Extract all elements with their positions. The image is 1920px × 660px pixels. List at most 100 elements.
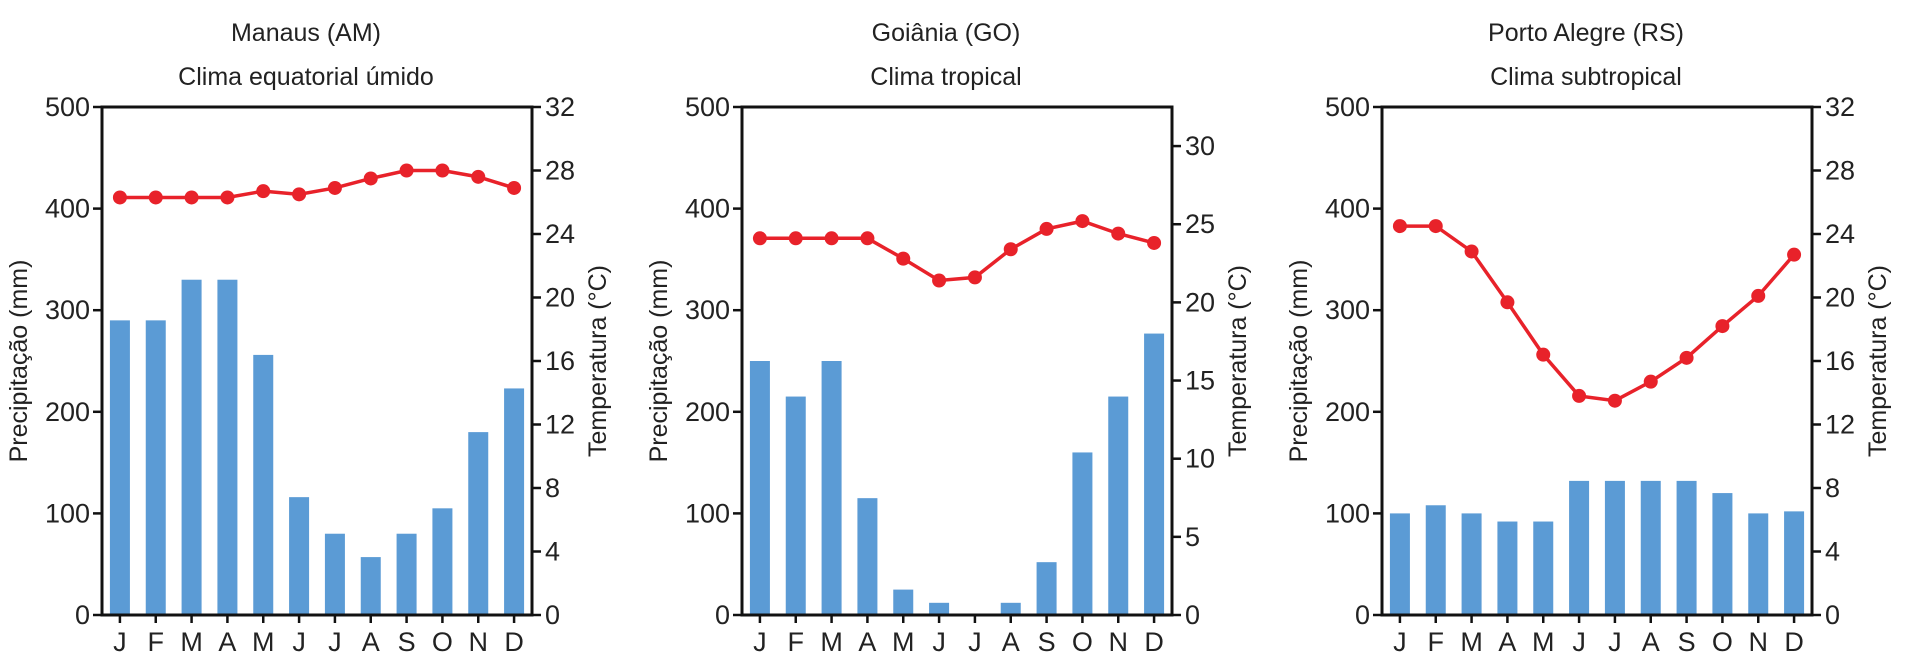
y-tick-label-left: 300: [685, 295, 730, 325]
precipitation-bar: [1425, 505, 1446, 615]
temperature-point: [220, 190, 235, 205]
y-tick-label-right: 4: [545, 537, 560, 567]
y-axis-label-left: Precipitação (mm): [1285, 260, 1313, 463]
precipitation-bar: [1569, 480, 1590, 615]
x-tick-label: A: [1498, 627, 1516, 657]
temperature-line: [759, 219, 1155, 283]
y-tick-label-right: 20: [545, 283, 575, 313]
y-tick-label-right: 8: [545, 473, 560, 503]
precipitation-bar: [109, 320, 130, 615]
y-tick-label-right: 30: [1185, 131, 1215, 161]
precipitation-bar: [1712, 493, 1733, 615]
temperature-point: [148, 190, 163, 205]
temperature-point: [824, 231, 839, 246]
plot-frame: [1380, 105, 1814, 617]
x-tick-label: J: [328, 627, 342, 657]
y-tick-label-left: 400: [45, 194, 90, 224]
chart-subtitle: Clima equatorial úmido: [178, 63, 434, 91]
x-tick-label: M: [252, 627, 275, 657]
temperature-point: [1428, 219, 1443, 234]
y-tick-label-right: 32: [545, 92, 575, 122]
temperature-point: [1572, 388, 1587, 403]
y-axis-label-right: Temperatura (°C): [584, 265, 612, 457]
precipitation-bar: [181, 279, 202, 615]
temperature-point: [932, 273, 947, 288]
x-tick-label: A: [1002, 627, 1020, 657]
precipitation-bar: [1640, 480, 1661, 615]
temperature-point: [1643, 374, 1658, 389]
temperature-point: [1607, 393, 1622, 408]
precipitation-bar: [821, 361, 842, 615]
precipitation-bar: [1389, 513, 1410, 615]
y-axis-label-left: Precipitação (mm): [645, 260, 673, 463]
y-axis-label-right: Temperatura (°C): [1224, 265, 1252, 457]
temperature-point: [435, 163, 450, 178]
y-tick-label-left: 300: [1325, 295, 1370, 325]
precipitation-bar: [857, 498, 878, 615]
precipitation-bar: [1533, 521, 1554, 615]
precipitation-bar: [1784, 511, 1805, 615]
temperature-point: [967, 270, 982, 285]
y-tick-label-right: 4: [1825, 537, 1840, 567]
temperature-point: [327, 180, 342, 195]
precipitation-bar: [1748, 513, 1769, 615]
chart-porto-alegre: Porto Alegre (RS) Clima subtropical Prec…: [1285, 19, 1892, 657]
x-tick-label: D: [1144, 627, 1164, 657]
temperature-point: [1111, 226, 1126, 241]
chart-title: Goiânia (GO): [872, 19, 1021, 47]
chart-title: Manaus (AM): [231, 19, 381, 47]
temperature-point: [507, 180, 522, 195]
temperature-point: [1147, 235, 1162, 250]
y-tick-label-right: 12: [545, 410, 575, 440]
x-tick-label: J: [1572, 627, 1586, 657]
precipitation-bar: [1036, 562, 1057, 615]
x-tick-label: J: [753, 627, 767, 657]
temperature-point: [292, 187, 307, 202]
x-tick-label: A: [218, 627, 236, 657]
temperature-point: [1751, 288, 1766, 303]
temperature-point: [1787, 247, 1802, 262]
y-tick-label-right: 20: [1185, 287, 1215, 317]
temperature-point: [112, 190, 127, 205]
y-tick-label-left: 400: [1325, 194, 1370, 224]
y-tick-label-right: 10: [1185, 444, 1215, 474]
plot-frame: [740, 105, 1174, 617]
x-tick-label: O: [1712, 627, 1733, 657]
x-tick-label: S: [398, 627, 416, 657]
x-tick-label: M: [1460, 627, 1483, 657]
y-tick-label-right: 28: [1825, 156, 1855, 186]
precipitation-bar: [1604, 480, 1625, 615]
x-tick-label: M: [892, 627, 915, 657]
x-tick-label: A: [1642, 627, 1660, 657]
x-tick-label: J: [113, 627, 127, 657]
y-tick-label-right: 0: [1185, 600, 1200, 630]
temperature-point: [788, 231, 803, 246]
y-tick-label-right: 8: [1825, 473, 1840, 503]
temperature-point: [1392, 219, 1407, 234]
temperature-point: [471, 169, 486, 184]
x-tick-label: J: [1393, 627, 1407, 657]
x-tick-label: D: [504, 627, 524, 657]
temperature-point: [256, 184, 271, 199]
precipitation-bar: [253, 354, 274, 615]
precipitation-bar: [217, 279, 238, 615]
y-tick-label-right: 15: [1185, 366, 1215, 396]
chart-title: Porto Alegre (RS): [1488, 19, 1684, 47]
y-tick-label-left: 200: [45, 397, 90, 427]
y-tick-label-left: 0: [1355, 600, 1370, 630]
temperature-point: [363, 171, 378, 186]
x-tick-label: N: [469, 627, 489, 657]
x-tick-label: O: [1072, 627, 1093, 657]
chart-goiania: Goiânia (GO) Clima tropical Precipitação…: [645, 19, 1252, 657]
y-tick-label-left: 100: [45, 498, 90, 528]
chart-subtitle: Clima tropical: [870, 63, 1021, 91]
temperature-point: [184, 190, 199, 205]
y-tick-label-left: 0: [75, 600, 90, 630]
x-tick-label: A: [362, 627, 380, 657]
y-tick-label-right: 25: [1185, 209, 1215, 239]
y-tick-label-left: 400: [685, 194, 730, 224]
precipitation-bar: [749, 361, 770, 615]
x-tick-label: D: [1784, 627, 1804, 657]
y-tick-label-right: 32: [1825, 92, 1855, 122]
x-tick-label: N: [1109, 627, 1129, 657]
